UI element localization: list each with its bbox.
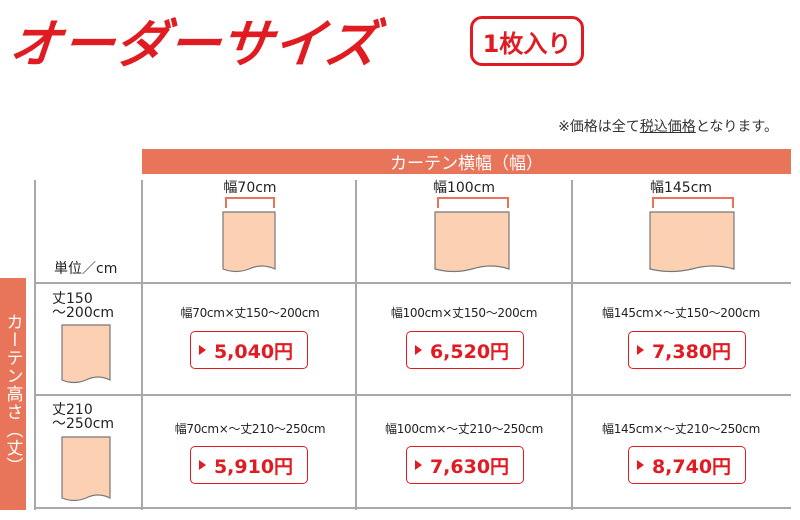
curtain-width-70-icon [222, 211, 276, 273]
tax-note-underlined: 税込価格 [639, 119, 696, 135]
quantity-badge: 1枚入り [470, 16, 584, 66]
tax-note-prefix: ※価格は全て [558, 119, 640, 135]
row-label-line1: 丈150 [52, 291, 93, 307]
arrow-right-icon [415, 460, 422, 470]
arrow-right-icon [637, 345, 644, 355]
height-header: カーテン高さ（丈） [0, 278, 26, 510]
arrow-right-icon [637, 460, 644, 470]
price-button[interactable]: 7,380円 [628, 331, 746, 369]
price-button[interactable]: 6,520円 [406, 331, 524, 369]
unit-label: 単位／cm [54, 261, 118, 277]
tax-note-suffix: となります。 [695, 119, 778, 135]
price-label: 7,630円 [429, 455, 510, 478]
width-bracket [437, 197, 509, 208]
grid-line [355, 180, 357, 510]
price-label: 5,040円 [213, 340, 294, 363]
price-label: 8,740円 [651, 455, 732, 478]
price-label: 6,520円 [429, 340, 510, 363]
price-button[interactable]: 8,740円 [628, 446, 746, 484]
arrow-right-icon [199, 345, 206, 355]
width-bracket [225, 197, 275, 208]
price-label: 7,380円 [651, 340, 732, 363]
size-description: 幅145cm×～丈150～200cm [602, 306, 760, 320]
column-label-145: 幅145cm [649, 180, 713, 196]
curtain-width-100-icon [434, 211, 510, 273]
grid-line [34, 282, 791, 284]
row-label-line1: 丈210 [52, 402, 93, 418]
grid-line [34, 507, 791, 509]
width-header: カーテン横幅（幅） [142, 149, 791, 174]
price-button[interactable]: 7,630円 [406, 446, 524, 484]
column-label-70: 幅70cm [223, 180, 277, 196]
grid-line [141, 180, 143, 510]
grid-line [34, 394, 791, 396]
grid-line [571, 180, 573, 510]
arrow-right-icon [415, 345, 422, 355]
curtain-width-145-icon [649, 211, 735, 273]
price-button[interactable]: 5,040円 [190, 331, 308, 369]
size-description: 幅100cm×～丈210～250cm [385, 422, 543, 436]
size-description: 幅70cm×～丈210～250cm [174, 422, 326, 436]
tax-note: ※価格は全て税込価格となります。 [558, 116, 778, 136]
row-label-line2: ～200cm [52, 305, 115, 321]
arrow-right-icon [199, 460, 206, 470]
size-description: 幅145cm×～丈210～250cm [602, 422, 760, 436]
curtain-height-210-icon [61, 436, 111, 502]
curtain-height-150-icon [61, 324, 111, 384]
page-title: オーダーサイズ [6, 15, 381, 75]
width-bracket [652, 197, 734, 208]
row-label-line2: ～250cm [52, 416, 115, 432]
size-description: 幅70cm×丈150～200cm [180, 306, 320, 320]
price-button[interactable]: 5,910円 [190, 446, 308, 484]
column-label-100: 幅100cm [432, 180, 496, 196]
grid-line [34, 180, 36, 510]
size-description: 幅100cm×丈150～200cm [390, 306, 538, 320]
price-label: 5,910円 [213, 455, 294, 478]
